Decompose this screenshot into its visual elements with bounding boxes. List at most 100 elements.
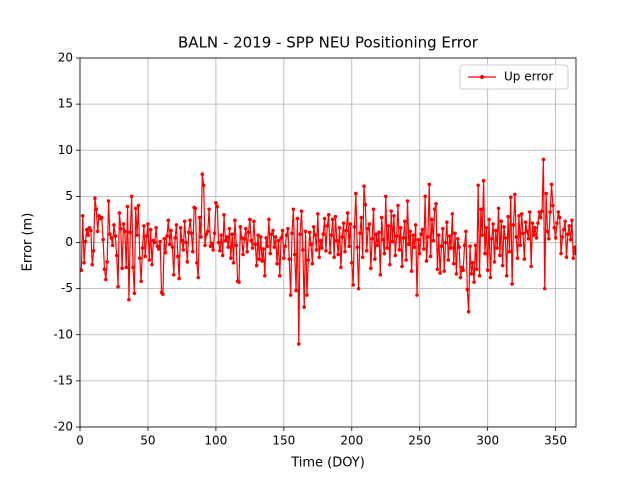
point (354, 191, 358, 196)
point (184, 240, 188, 245)
point (436, 233, 441, 237)
point (417, 251, 422, 256)
point (431, 238, 436, 243)
point (369, 266, 373, 271)
point (180, 238, 184, 243)
point (564, 255, 569, 260)
x-tick-label: 100 (204, 434, 227, 448)
point (89, 228, 93, 233)
point (242, 237, 247, 241)
point (466, 309, 471, 314)
point (230, 232, 234, 236)
y-tick-label: 0 (65, 235, 73, 249)
point (204, 232, 209, 236)
point (496, 206, 501, 211)
point (316, 212, 320, 216)
point (427, 182, 432, 187)
point (537, 210, 542, 214)
point (525, 229, 529, 234)
point (80, 268, 84, 272)
point (442, 269, 446, 273)
point (287, 257, 292, 261)
point (157, 247, 161, 251)
point (292, 252, 297, 257)
y-tick-label: 5 (65, 189, 73, 203)
point (348, 222, 353, 226)
point (171, 272, 176, 277)
point (170, 245, 175, 249)
point (435, 267, 440, 272)
point (570, 218, 574, 223)
point (447, 234, 452, 238)
point (400, 264, 404, 269)
point (571, 256, 576, 260)
point (404, 258, 408, 262)
point (364, 249, 369, 253)
point (382, 251, 387, 256)
point (332, 255, 336, 260)
point (559, 251, 563, 256)
point (104, 277, 108, 282)
point (99, 215, 104, 220)
point (530, 221, 535, 225)
point (167, 242, 172, 247)
point (407, 242, 411, 247)
ticks: 0 50 100 150 200 250 300 350 -20 -15 -10 -5 0 5 10 15 20 (53, 51, 567, 448)
point (150, 262, 154, 267)
point (195, 260, 199, 265)
point (201, 183, 206, 188)
y-tick-label: 10 (58, 143, 73, 157)
point (174, 223, 179, 227)
point (80, 213, 85, 218)
point (517, 213, 521, 218)
point (196, 275, 201, 280)
point (154, 225, 158, 230)
point (457, 245, 461, 249)
point (498, 253, 502, 258)
point (239, 236, 244, 240)
point (409, 269, 414, 273)
x-tick-label: 150 (272, 434, 295, 448)
point (106, 199, 111, 203)
point (95, 229, 100, 234)
point (511, 223, 516, 227)
point (256, 233, 260, 237)
point (260, 259, 264, 263)
point (544, 191, 548, 196)
point (504, 273, 509, 278)
x-tick-label: 350 (544, 434, 567, 448)
point (507, 249, 512, 254)
point (430, 217, 434, 222)
point (521, 231, 525, 236)
point (305, 293, 309, 297)
point (273, 235, 278, 239)
x-tick-label: 200 (340, 434, 363, 448)
point (123, 229, 127, 234)
point (322, 216, 327, 221)
point (237, 280, 241, 284)
point (356, 286, 361, 291)
x-tick-label: 50 (140, 434, 155, 448)
point (271, 228, 275, 233)
point (188, 218, 192, 223)
point (503, 236, 508, 240)
point (161, 292, 165, 296)
point (139, 279, 143, 284)
point (428, 254, 433, 259)
point (345, 211, 350, 215)
point (419, 232, 423, 236)
point (177, 276, 181, 281)
point (147, 258, 152, 262)
point (519, 212, 524, 216)
point (169, 228, 173, 233)
point (299, 209, 304, 213)
point (383, 194, 388, 199)
point (450, 212, 455, 216)
point (146, 222, 150, 226)
point (117, 211, 122, 215)
point (257, 257, 262, 261)
point (311, 225, 316, 229)
point (321, 232, 326, 236)
point (127, 297, 131, 302)
point (506, 214, 510, 219)
